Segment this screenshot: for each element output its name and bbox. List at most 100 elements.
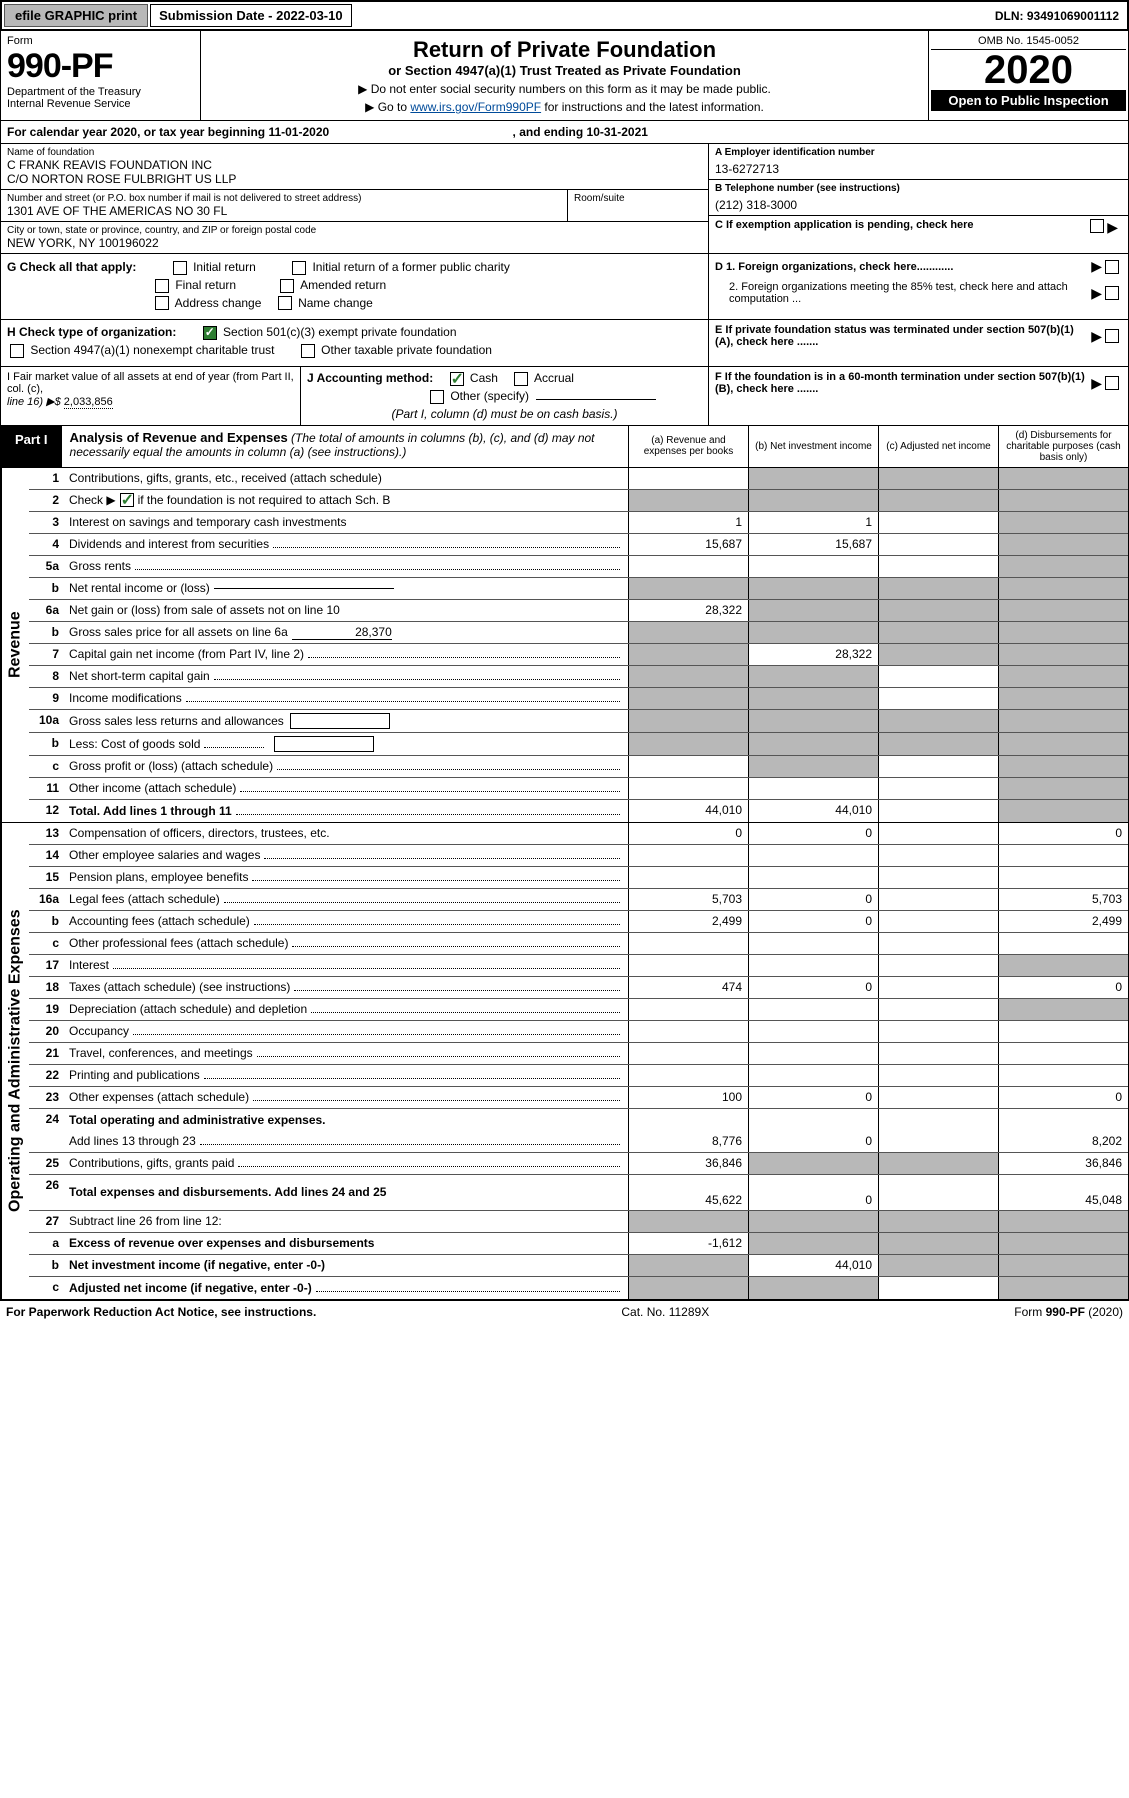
row-10b-desc: Less: Cost of goods sold: [65, 733, 628, 755]
row-4-desc: Dividends and interest from securities: [65, 534, 628, 555]
d1-label: D 1. Foreign organizations, check here..…: [715, 261, 1091, 273]
ein-cell: A Employer identification number 13-6272…: [709, 144, 1128, 180]
row-18-desc: Taxes (attach schedule) (see instruction…: [65, 977, 628, 998]
open-public: Open to Public Inspection: [931, 90, 1126, 111]
header-left: Form 990-PF Department of the Treasury I…: [1, 31, 201, 120]
accrual-checkbox[interactable]: [514, 372, 528, 386]
cat-no: Cat. No. 11289X: [621, 1305, 709, 1319]
form-header: Form 990-PF Department of the Treasury I…: [0, 31, 1129, 121]
j-label: J Accounting method:: [307, 371, 433, 385]
form-ref: Form 990-PF (2020): [1014, 1305, 1123, 1319]
row-22-desc: Printing and publications: [65, 1065, 628, 1086]
calendar-year-row: For calendar year 2020, or tax year begi…: [0, 121, 1129, 144]
initial-former-checkbox[interactable]: [292, 261, 306, 275]
efile-print-button[interactable]: efile GRAPHIC print: [4, 4, 148, 27]
501c3-checkbox[interactable]: [203, 326, 217, 340]
form-title: Return of Private Foundation: [207, 37, 922, 63]
top-bar: efile GRAPHIC print Submission Date - 20…: [0, 0, 1129, 31]
irs-link[interactable]: www.irs.gov/Form990PF: [410, 100, 541, 114]
row-5a-desc: Gross rents: [65, 556, 628, 577]
row-21-desc: Travel, conferences, and meetings: [65, 1043, 628, 1064]
row-6b-desc: Gross sales price for all assets on line…: [65, 622, 628, 643]
row-16b-desc: Accounting fees (attach schedule): [65, 911, 628, 932]
exemption-cell: C If exemption application is pending, c…: [709, 216, 1128, 239]
row-27b-desc: Net investment income (if negative, ente…: [65, 1255, 628, 1276]
part1-title: Analysis of Revenue and Expenses (The to…: [62, 426, 628, 467]
row-17-desc: Interest: [65, 955, 628, 976]
page-footer: For Paperwork Reduction Act Notice, see …: [0, 1300, 1129, 1323]
row-1-desc: Contributions, gifts, grants, etc., rece…: [65, 468, 628, 489]
arrow-icon: ▶: [1091, 375, 1102, 392]
section-h: H Check type of organization: Section 50…: [0, 320, 1129, 367]
expenses-section: Operating and Administrative Expenses 13…: [0, 823, 1129, 1300]
row-14-desc: Other employee salaries and wages: [65, 845, 628, 866]
submission-date: Submission Date - 2022-03-10: [150, 4, 352, 27]
row-24-desc: Total operating and administrative expen…: [65, 1109, 628, 1131]
part1-header: Part I Analysis of Revenue and Expenses …: [0, 426, 1129, 468]
revenue-section: Revenue 1Contributions, gifts, grants, e…: [0, 468, 1129, 823]
form-number: 990-PF: [7, 47, 194, 86]
room-cell: Room/suite: [568, 190, 708, 221]
row-27c-desc: Adjusted net income (if negative, enter …: [65, 1277, 628, 1299]
row-6a-desc: Net gain or (loss) from sale of assets n…: [65, 600, 628, 621]
d2-label: 2. Foreign organizations meeting the 85%…: [715, 281, 1091, 305]
4947-checkbox[interactable]: [10, 344, 24, 358]
e-checkbox[interactable]: [1105, 329, 1119, 343]
row-8-desc: Net short-term capital gain: [65, 666, 628, 687]
arrow-icon: ▶: [1091, 328, 1102, 345]
row-16a-desc: Legal fees (attach schedule): [65, 889, 628, 910]
fmv-value: 2,033,856: [64, 396, 113, 409]
header-center: Return of Private Foundation or Section …: [201, 31, 928, 120]
row-11-desc: Other income (attach schedule): [65, 778, 628, 799]
row-24-desc2: Add lines 13 through 23: [65, 1131, 628, 1152]
address-change-checkbox[interactable]: [155, 296, 169, 310]
other-method-checkbox[interactable]: [430, 390, 444, 404]
f-label: F If the foundation is in a 60-month ter…: [715, 371, 1091, 395]
row-10c-desc: Gross profit or (loss) (attach schedule): [65, 756, 628, 777]
d1-checkbox[interactable]: [1105, 260, 1119, 274]
name-cell: Name of foundation C FRANK REAVIS FOUNDA…: [1, 144, 708, 190]
section-g: G Check all that apply: Initial return I…: [0, 254, 1129, 320]
d2-checkbox[interactable]: [1105, 286, 1119, 300]
exemption-checkbox[interactable]: [1090, 219, 1104, 233]
other-taxable-checkbox[interactable]: [301, 344, 315, 358]
row-15-desc: Pension plans, employee benefits: [65, 867, 628, 888]
row-27a-desc: Excess of revenue over expenses and disb…: [65, 1233, 628, 1254]
row-25-desc: Contributions, gifts, grants paid: [65, 1153, 628, 1174]
city-cell: City or town, state or province, country…: [1, 222, 708, 253]
row-9-desc: Income modifications: [65, 688, 628, 709]
note-ssn: ▶ Do not enter social security numbers o…: [207, 82, 922, 96]
f-checkbox[interactable]: [1105, 376, 1119, 390]
expenses-side-label: Operating and Administrative Expenses: [1, 823, 29, 1299]
row-3-desc: Interest on savings and temporary cash i…: [65, 512, 628, 533]
final-return-checkbox[interactable]: [155, 279, 169, 293]
foundation-info: Name of foundation C FRANK REAVIS FOUNDA…: [0, 144, 1129, 254]
col-d-header: (d) Disbursements for charitable purpose…: [998, 426, 1128, 467]
amended-checkbox[interactable]: [280, 279, 294, 293]
cash-checkbox[interactable]: [450, 372, 464, 386]
row-7-desc: Capital gain net income (from Part IV, l…: [65, 644, 628, 665]
initial-return-checkbox[interactable]: [173, 261, 187, 275]
row-13-desc: Compensation of officers, directors, tru…: [65, 823, 628, 844]
col-c-header: (c) Adjusted net income: [878, 426, 998, 467]
row-16c-desc: Other professional fees (attach schedule…: [65, 933, 628, 954]
revenue-side-label: Revenue: [1, 468, 29, 822]
row-20-desc: Occupancy: [65, 1021, 628, 1042]
arrow-icon: ▶: [1091, 285, 1102, 302]
sch-b-checkbox[interactable]: [120, 493, 134, 507]
row-26-desc: Total expenses and disbursements. Add li…: [65, 1175, 628, 1210]
tax-year: 2020: [931, 50, 1126, 90]
col-b-header: (b) Net investment income: [748, 426, 878, 467]
address-cell: Number and street (or P.O. box number if…: [1, 190, 568, 221]
col-a-header: (a) Revenue and expenses per books: [628, 426, 748, 467]
row-12-desc: Total. Add lines 1 through 11: [65, 800, 628, 822]
phone-cell: B Telephone number (see instructions) (2…: [709, 180, 1128, 216]
row-10a-desc: Gross sales less returns and allowances: [65, 710, 628, 732]
name-change-checkbox[interactable]: [278, 296, 292, 310]
arrow-icon: ▶: [1091, 258, 1102, 275]
i-label: I Fair market value of all assets at end…: [7, 371, 294, 395]
form-label: Form: [7, 35, 194, 47]
dept-treasury: Department of the Treasury: [7, 86, 194, 98]
h-label: H Check type of organization:: [7, 325, 176, 339]
row-2-desc: Check ▶ if the foundation is not require…: [65, 490, 628, 511]
